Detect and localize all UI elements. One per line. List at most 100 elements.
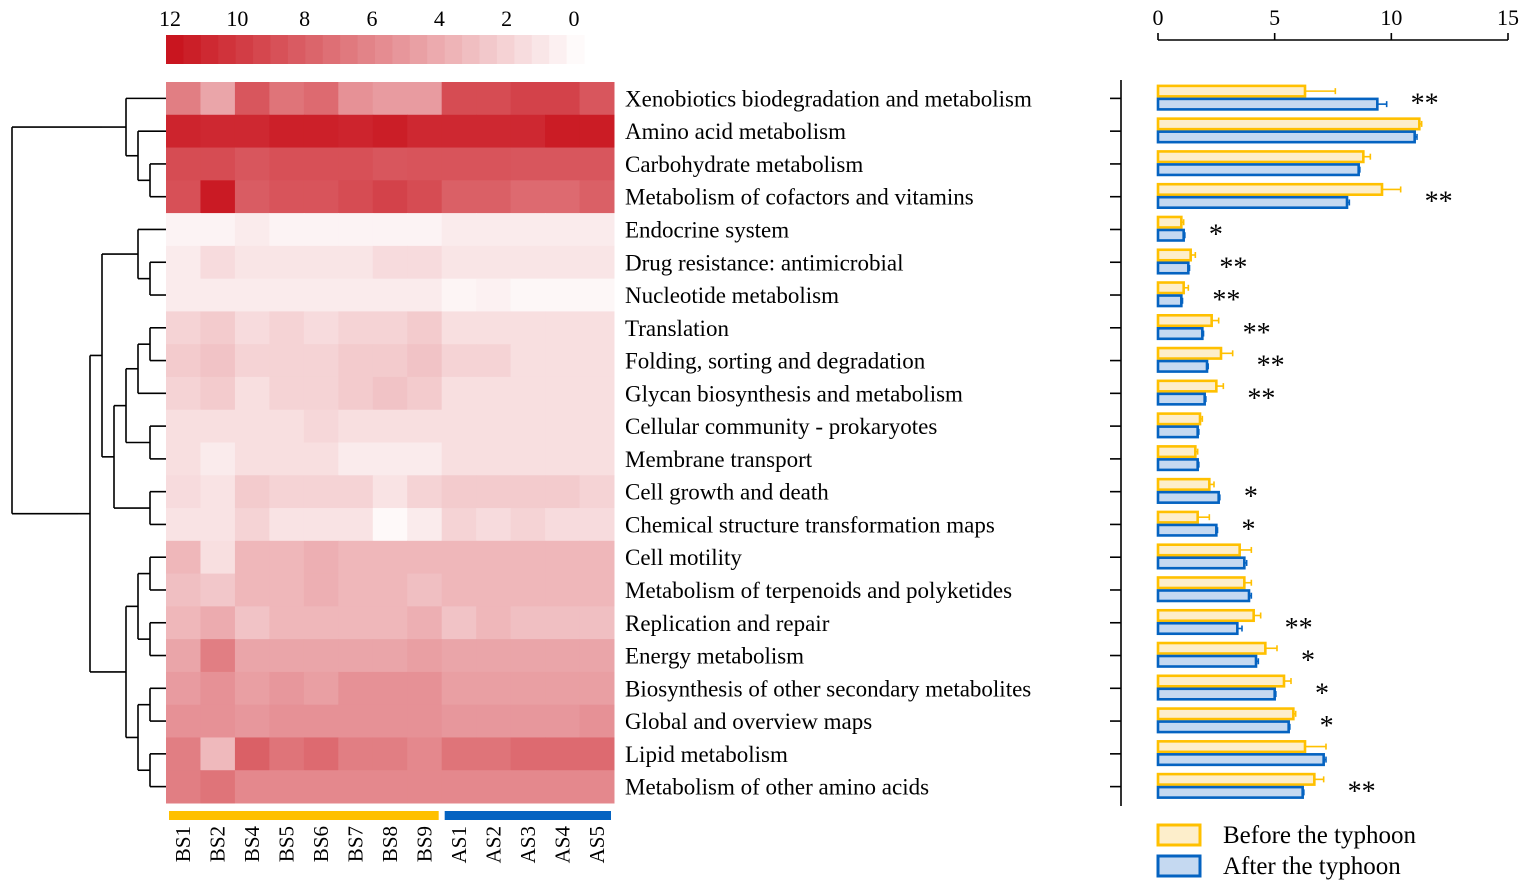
colorbar-step bbox=[462, 35, 481, 64]
colorbar-step bbox=[166, 35, 185, 64]
heatmap-cell bbox=[269, 737, 305, 771]
column-label: BS7 bbox=[344, 826, 368, 862]
significance-mark: ** bbox=[1348, 777, 1376, 808]
heatmap-cell bbox=[338, 704, 374, 738]
heatmap-cell bbox=[579, 671, 615, 706]
heatmap-cell bbox=[510, 671, 546, 706]
bar bbox=[1156, 510, 1199, 524]
heatmap-cell bbox=[269, 376, 305, 411]
heatmap-cell bbox=[579, 245, 615, 280]
significance-mark: ** bbox=[1425, 187, 1453, 218]
heatmap-cell bbox=[234, 311, 270, 345]
heatmap-cell bbox=[407, 147, 443, 181]
heatmap-cell bbox=[200, 704, 236, 738]
heatmap-cell bbox=[166, 409, 201, 443]
heatmap-cell bbox=[234, 704, 270, 738]
colorbar-tick-label: 12 bbox=[159, 6, 181, 31]
heatmap-cell bbox=[303, 409, 339, 443]
heatmap-cell bbox=[200, 245, 236, 280]
heatmap-cell bbox=[200, 311, 236, 345]
bar bbox=[1156, 117, 1421, 131]
significance-mark: ** bbox=[1212, 285, 1240, 316]
row-label: Translation bbox=[625, 316, 729, 341]
heatmap-cell bbox=[200, 508, 236, 542]
bar bbox=[1156, 687, 1276, 701]
heatmap-cell bbox=[166, 82, 201, 116]
heatmap-cell bbox=[407, 82, 443, 116]
bar bbox=[1156, 785, 1304, 799]
heatmap-cell bbox=[338, 114, 374, 149]
row-label: Xenobiotics biodegradation and metabolis… bbox=[625, 86, 1032, 111]
column-label: BS8 bbox=[378, 826, 402, 862]
heatmap bbox=[166, 82, 615, 804]
heatmap-cell bbox=[545, 442, 581, 476]
row-label: Nucleotide metabolism bbox=[625, 283, 839, 308]
heatmap-cell bbox=[579, 213, 615, 247]
x-tick-label: 5 bbox=[1269, 5, 1280, 30]
heatmap-cell bbox=[166, 442, 201, 476]
heatmap-cell bbox=[234, 344, 270, 378]
heatmap-cell bbox=[545, 213, 581, 247]
bar bbox=[1156, 772, 1316, 786]
heatmap-cell bbox=[234, 770, 270, 804]
colorbar-tick-label: 4 bbox=[434, 6, 445, 31]
heatmap-cell bbox=[303, 245, 339, 280]
heatmap-cell bbox=[510, 245, 546, 280]
heatmap-cell bbox=[269, 245, 305, 280]
heatmap-cell bbox=[476, 147, 512, 181]
heatmap-cell bbox=[234, 671, 270, 706]
row-label: Endocrine system bbox=[625, 217, 789, 242]
heatmap-cell bbox=[166, 180, 201, 214]
column-label: AS2 bbox=[481, 826, 505, 863]
legend: Before the typhoon After the typhoon bbox=[1156, 822, 1417, 880]
heatmap-cell bbox=[476, 344, 512, 378]
heatmap-cell bbox=[372, 147, 408, 181]
column-label: BS2 bbox=[206, 826, 230, 862]
heatmap-cell bbox=[372, 344, 408, 378]
colorbar-step bbox=[496, 35, 515, 64]
heatmap-cell bbox=[476, 737, 512, 771]
row-label: Cell growth and death bbox=[625, 480, 829, 505]
heatmap-cell bbox=[545, 180, 581, 214]
heatmap-cell bbox=[579, 376, 615, 411]
heatmap-cell bbox=[372, 606, 408, 640]
heatmap-cell bbox=[269, 180, 305, 214]
heatmap-cell bbox=[372, 704, 408, 738]
colorbar-step bbox=[287, 35, 306, 64]
heatmap-cell bbox=[441, 606, 477, 640]
heatmap-cell bbox=[303, 114, 339, 149]
heatmap-cell bbox=[303, 573, 339, 607]
heatmap-cell bbox=[166, 671, 201, 706]
column-label: BS1 bbox=[171, 826, 195, 862]
heatmap-cell bbox=[338, 508, 374, 542]
heatmap-cell bbox=[234, 606, 270, 640]
heatmap-cell bbox=[579, 475, 615, 509]
heatmap-cell bbox=[407, 278, 443, 312]
bar bbox=[1156, 608, 1255, 623]
heatmap-cell bbox=[269, 442, 305, 476]
heatmap-cell bbox=[441, 82, 477, 116]
heatmap-cell bbox=[441, 311, 477, 345]
row-label: Drug resistance: antimicrobial bbox=[625, 250, 903, 275]
heatmap-cell bbox=[338, 278, 374, 312]
legend-swatch bbox=[1156, 854, 1202, 878]
heatmap-cell bbox=[234, 573, 270, 607]
heatmap-cell bbox=[166, 114, 201, 149]
heatmap-cell bbox=[166, 376, 201, 411]
bar bbox=[1156, 753, 1325, 767]
heatmap-cell bbox=[200, 606, 236, 640]
heatmap-cell bbox=[200, 278, 236, 312]
heatmap-cell bbox=[166, 213, 201, 247]
heatmap-cell bbox=[545, 671, 581, 706]
column-label: AS4 bbox=[550, 826, 574, 864]
heatmap-cell bbox=[372, 442, 408, 476]
heatmap-cell bbox=[510, 311, 546, 345]
heatmap-cell bbox=[407, 639, 443, 673]
heatmap-cell bbox=[476, 180, 512, 214]
heatmap-cell bbox=[338, 82, 374, 116]
heatmap-cell bbox=[303, 376, 339, 411]
bar bbox=[1156, 326, 1204, 341]
heatmap-cell bbox=[200, 114, 236, 149]
heatmap-cell bbox=[441, 573, 477, 607]
heatmap-cell bbox=[234, 540, 270, 575]
